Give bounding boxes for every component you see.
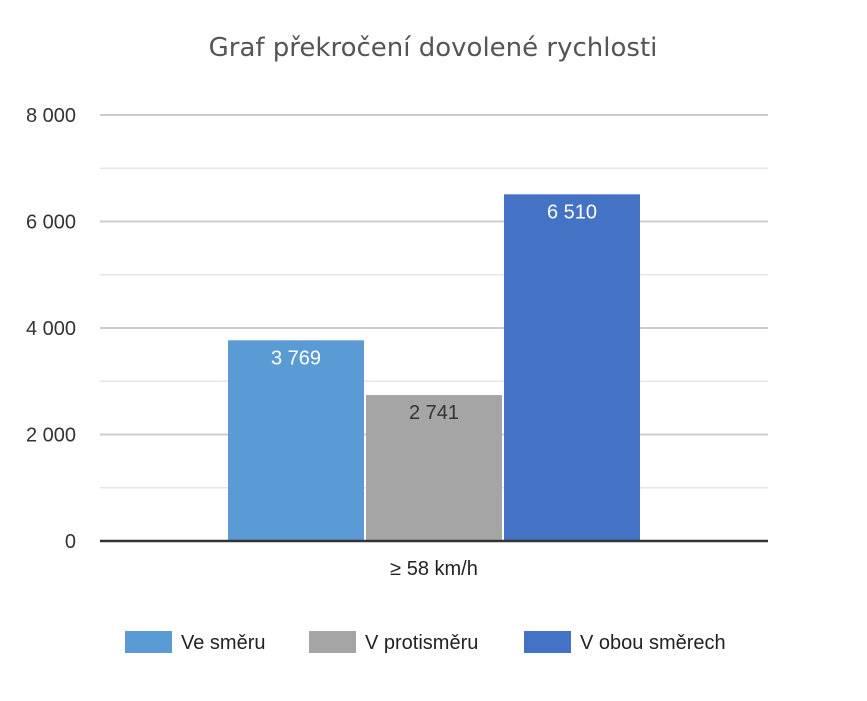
legend-label-1: Ve směru xyxy=(181,632,265,654)
legend-swatch-1 xyxy=(125,631,172,653)
bar-1 xyxy=(228,340,364,541)
y-tick-label: 8 000 xyxy=(26,105,76,127)
y-axis-tick-labels: 0 2 000 4 000 6 000 8 000 xyxy=(26,105,76,553)
y-tick-label: 6 000 xyxy=(26,212,76,234)
data-label-2: 2 741 xyxy=(409,402,459,424)
bar-3 xyxy=(504,194,640,541)
legend-swatch-3 xyxy=(524,631,571,653)
chart-title: Graf překročení dovolené rychlosti xyxy=(209,33,658,63)
data-label-3: 6 510 xyxy=(547,201,597,223)
legend-label-2: V protisměru xyxy=(365,632,478,654)
y-tick-label: 0 xyxy=(65,531,76,553)
y-tick-label: 2 000 xyxy=(26,425,76,447)
gridlines xyxy=(100,114,768,489)
bars xyxy=(228,194,640,541)
legend: Ve směru V protisměru V obou směrech xyxy=(125,631,726,654)
data-labels: 3 769 2 741 6 510 xyxy=(271,201,597,424)
bar-2 xyxy=(366,395,502,541)
data-label-1: 3 769 xyxy=(271,347,321,369)
y-tick-label: 4 000 xyxy=(26,318,76,340)
legend-swatch-2 xyxy=(309,631,356,653)
x-axis-category-label: ≥ 58 km/h xyxy=(390,558,478,580)
legend-label-3: V obou směrech xyxy=(580,632,726,654)
